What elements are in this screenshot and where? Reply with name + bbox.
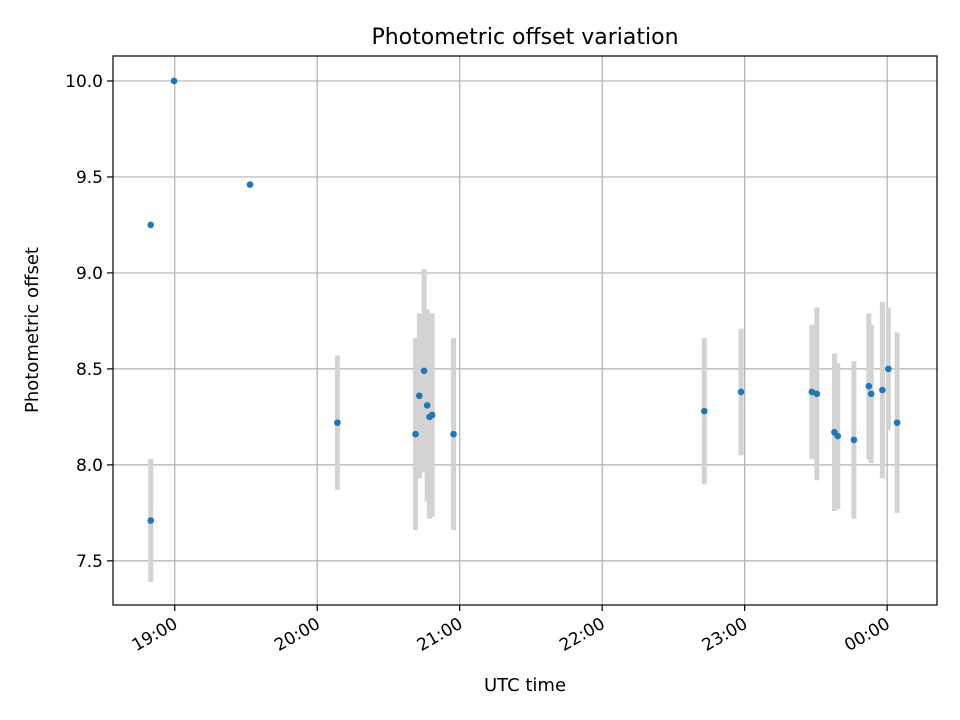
data-point (147, 221, 155, 229)
data-point (147, 517, 155, 524)
data-point (893, 419, 901, 426)
chart-title: Photometric offset variation (371, 25, 678, 50)
data-point (423, 402, 431, 409)
y-tick-label: 9.5 (76, 168, 103, 188)
data-point (246, 181, 254, 188)
data-point (412, 430, 419, 438)
data-point (428, 411, 436, 419)
data-point (700, 407, 708, 415)
plot-frame (112, 55, 938, 606)
data-point (865, 382, 873, 390)
data-point (885, 365, 892, 373)
y-axis-ticks: 7.5 8.0 8.5 9.0 9.5 10.0 (65, 72, 113, 572)
data-point (450, 430, 457, 438)
data-point (879, 386, 886, 394)
y-tick-label: 9.0 (76, 264, 103, 284)
data-point (813, 390, 821, 398)
data-point (170, 77, 178, 85)
y-tick-label: 10.0 (65, 72, 103, 92)
data-point (834, 432, 842, 440)
data-point (737, 388, 745, 396)
grid (113, 56, 937, 605)
data-point (334, 419, 341, 426)
y-axis-label: Photometric offset (22, 247, 43, 413)
y-tick-label: 8.5 (76, 360, 103, 380)
y-tick-label: 7.5 (76, 552, 103, 572)
data-point (808, 388, 816, 396)
data-point (867, 390, 875, 398)
y-tick-label: 8.0 (76, 456, 103, 476)
data-point (416, 392, 423, 400)
data-point (850, 436, 858, 444)
x-axis-label: UTC time (484, 675, 566, 696)
data-point (420, 367, 428, 375)
data-points (147, 77, 901, 524)
